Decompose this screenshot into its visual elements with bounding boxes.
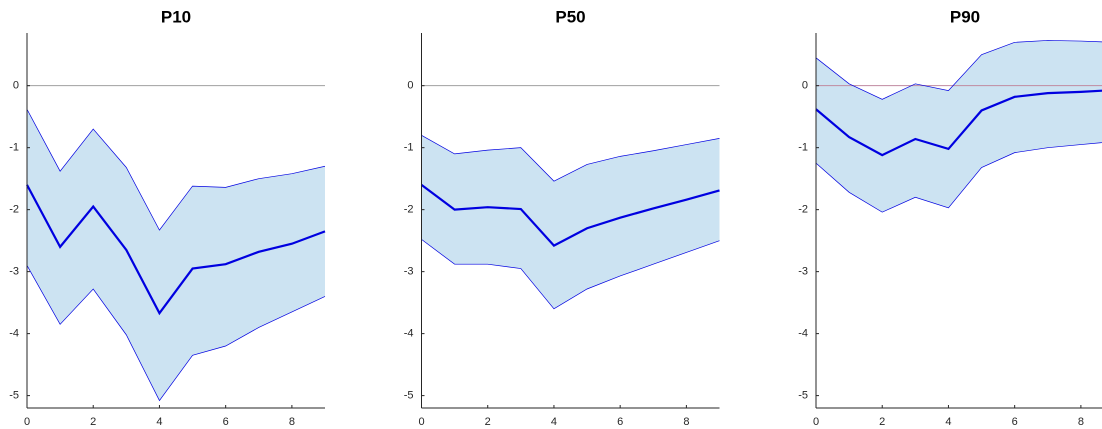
y-tick-label: -1 <box>404 142 414 154</box>
x-tick-label: 0 <box>813 416 819 428</box>
y-tick-label: -2 <box>9 204 19 216</box>
x-tick-label: 8 <box>289 416 295 428</box>
upper-bound <box>26 109 326 231</box>
y-tick-label: -3 <box>9 266 19 278</box>
y-tick-label: 0 <box>407 80 413 92</box>
median-line <box>815 89 1102 157</box>
y-tick-label: -3 <box>404 266 414 278</box>
lower-bound <box>26 265 326 402</box>
chart-title: P10 <box>161 7 191 26</box>
lower-bound <box>421 239 720 310</box>
x-tick-label: 8 <box>683 416 689 428</box>
y-tick-label: 0 <box>13 80 19 92</box>
y-tick-label: -3 <box>798 266 808 278</box>
y-tick-label: -4 <box>404 328 414 340</box>
x-tick-label: 6 <box>617 416 623 428</box>
x-tick-label: 6 <box>223 416 229 428</box>
y-tick-label: -2 <box>798 204 808 216</box>
y-tick-label: -1 <box>798 142 808 154</box>
x-tick-label: 4 <box>945 416 951 428</box>
band <box>421 135 720 309</box>
y-tick-label: -4 <box>798 328 808 340</box>
median-line <box>420 183 720 247</box>
y-tick-label: -4 <box>9 328 19 340</box>
x-tick-label: 8 <box>1078 416 1084 428</box>
chart-title: P90 <box>950 7 980 26</box>
y-tick-label: -2 <box>404 204 414 216</box>
upper-bound <box>421 134 720 182</box>
y-tick-label: 0 <box>802 80 808 92</box>
median-line <box>26 184 326 316</box>
x-tick-label: 2 <box>879 416 885 428</box>
y-tick-label: -5 <box>404 390 414 402</box>
band <box>27 109 325 401</box>
band <box>816 40 1102 213</box>
lower-bound <box>815 142 1102 213</box>
y-tick-label: -5 <box>798 390 808 402</box>
x-tick-label: 4 <box>551 416 557 428</box>
x-tick-label: 2 <box>485 416 491 428</box>
chart-title: P50 <box>555 7 585 26</box>
upper-bound <box>815 40 1102 100</box>
x-tick-label: 2 <box>90 416 96 428</box>
y-tick-label: -5 <box>9 390 19 402</box>
x-tick-label: 0 <box>24 416 30 428</box>
x-tick-label: 4 <box>156 416 162 428</box>
x-tick-label: 0 <box>418 416 424 428</box>
x-tick-label: 6 <box>1012 416 1018 428</box>
y-tick-label: -1 <box>9 142 19 154</box>
